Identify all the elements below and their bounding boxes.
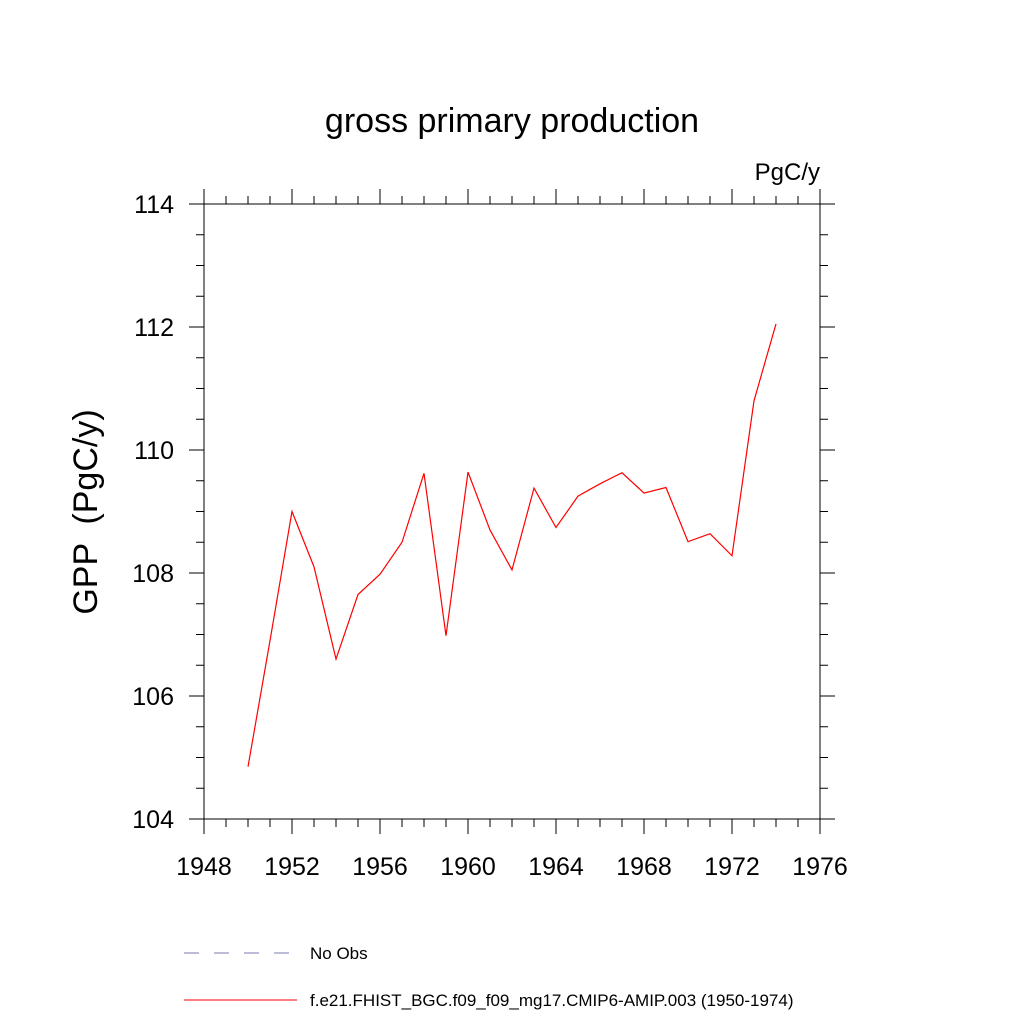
series-layer: [248, 324, 776, 767]
y-tick-label: 110: [134, 437, 174, 465]
chart-title: gross primary production: [325, 102, 699, 140]
y-tick-label: 104: [132, 806, 174, 834]
y-tick-label: 114: [134, 191, 174, 219]
y-tick-label: 108: [132, 560, 174, 588]
y-axis-label: GPP (PgC/y): [67, 409, 105, 614]
series-line-0: [248, 324, 776, 767]
axes-layer: 1948 1952 1956 1960 1964 1968 1972 1976 104 106 10…: [132, 189, 848, 881]
legend: No Obs f.e21.FHIST_BGC.f09_f09_mg17.CMIP6…: [184, 944, 794, 1010]
plot-frame: [204, 204, 820, 819]
units-label: PgC/y: [755, 159, 820, 186]
y-tick-label: 112: [134, 314, 174, 342]
legend-label-0: No Obs: [310, 944, 368, 963]
x-tick-label: 1968: [616, 853, 672, 881]
x-tick-label: 1952: [264, 853, 320, 881]
x-tick-label: 1972: [704, 853, 760, 881]
y-tick-label: 106: [132, 683, 174, 711]
legend-label-1: f.e21.FHIST_BGC.f09_f09_mg17.CMIP6-AMIP.…: [310, 991, 794, 1010]
x-tick-label: 1956: [352, 853, 408, 881]
x-tick-label: 1976: [792, 853, 848, 881]
x-tick-label: 1960: [440, 853, 496, 881]
x-tick-label: 1948: [176, 853, 232, 881]
x-tick-label: 1964: [528, 853, 584, 881]
